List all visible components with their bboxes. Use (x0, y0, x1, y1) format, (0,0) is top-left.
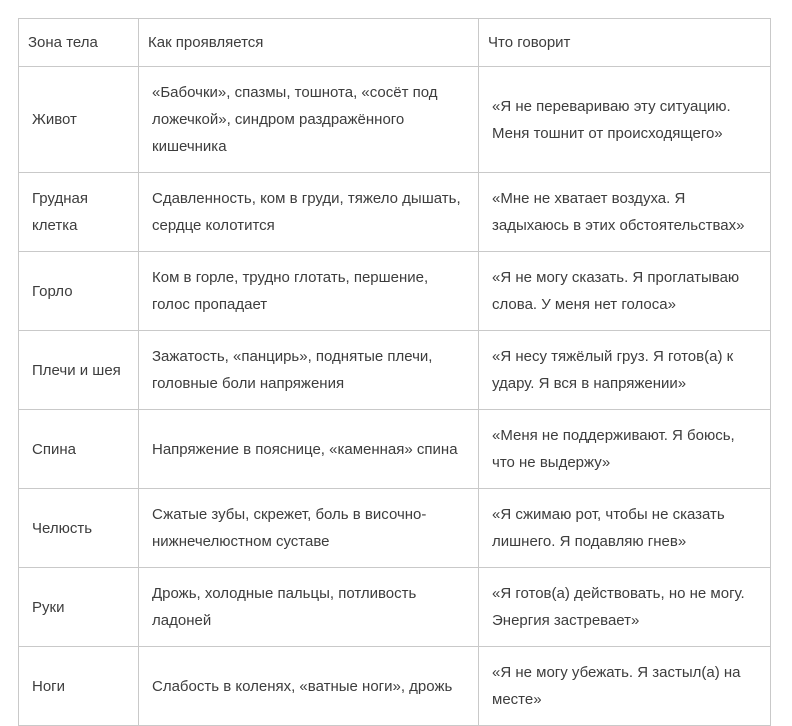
meaning-cell: «Я не могу убежать. Я застыл(а) на месте… (478, 646, 771, 726)
manifestation-cell: Дрожь, холодные пальцы, потливость ладон… (138, 567, 479, 647)
table-row: Ноги Слабость в коленях, «ватные ноги», … (18, 646, 771, 726)
header-row: Зона тела Как проявляется Что говорит (18, 18, 771, 67)
manifestation-cell: Сжатые зубы, скрежет, боль в височно-ниж… (138, 488, 479, 568)
column-header-manifestation: Как проявляется (138, 18, 479, 67)
table-row: Горло Ком в горле, трудно глотать, перше… (18, 251, 771, 331)
zone-cell: Горло (18, 251, 139, 331)
zone-cell: Плечи и шея (18, 330, 139, 410)
table-row: Живот «Бабочки», спазмы, тошнота, «сосёт… (18, 66, 771, 173)
zone-cell: Ноги (18, 646, 139, 726)
meaning-cell: «Я несу тяжёлый груз. Я готов(а) к удару… (478, 330, 771, 410)
meaning-cell: «Меня не поддерживают. Я боюсь, что не в… (478, 409, 771, 489)
table-row: Грудная клетка Сдавленность, ком в груди… (18, 172, 771, 252)
manifestation-cell: Слабость в коленях, «ватные ноги», дрожь (138, 646, 479, 726)
column-header-zone: Зона тела (18, 18, 139, 67)
manifestation-cell: «Бабочки», спазмы, тошнота, «сосёт под л… (138, 66, 479, 173)
meaning-cell: «Мне не хватает воздуха. Я задыхаюсь в э… (478, 172, 771, 252)
body-zones-table: Зона тела Как проявляется Что говорит Жи… (18, 18, 771, 726)
manifestation-cell: Напряжение в пояснице, «каменная» спина (138, 409, 479, 489)
zone-cell: Руки (18, 567, 139, 647)
table-row: Плечи и шея Зажатость, «панцирь», поднят… (18, 330, 771, 410)
meaning-cell: «Я не могу сказать. Я проглатываю слова.… (478, 251, 771, 331)
meaning-cell: «Я сжимаю рот, чтобы не сказать лишнего.… (478, 488, 771, 568)
zone-cell: Спина (18, 409, 139, 489)
meaning-cell: «Я готов(а) действовать, но не могу. Эне… (478, 567, 771, 647)
manifestation-cell: Сдавленность, ком в груди, тяжело дышать… (138, 172, 479, 252)
manifestation-cell: Зажатость, «панцирь», поднятые плечи, го… (138, 330, 479, 410)
table-row: Челюсть Сжатые зубы, скрежет, боль в вис… (18, 488, 771, 568)
document-page: Зона тела Как проявляется Что говорит Жи… (18, 18, 771, 726)
column-header-meaning: Что говорит (478, 18, 771, 67)
zone-cell: Челюсть (18, 488, 139, 568)
table-row: Спина Напряжение в пояснице, «каменная» … (18, 409, 771, 489)
zone-cell: Живот (18, 66, 139, 173)
table-row: Руки Дрожь, холодные пальцы, потливость … (18, 567, 771, 647)
manifestation-cell: Ком в горле, трудно глотать, першение, г… (138, 251, 479, 331)
zone-cell: Грудная клетка (18, 172, 139, 252)
meaning-cell: «Я не перевариваю эту ситуацию. Меня тош… (478, 66, 771, 173)
